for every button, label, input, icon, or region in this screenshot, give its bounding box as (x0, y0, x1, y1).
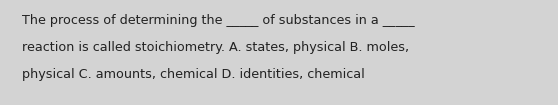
Text: physical C. amounts, chemical D. identities, chemical: physical C. amounts, chemical D. identit… (22, 68, 365, 81)
Text: reaction is called stoichiometry. A. states, physical B. moles,: reaction is called stoichiometry. A. sta… (22, 41, 409, 54)
Text: The process of determining the _____ of substances in a _____: The process of determining the _____ of … (22, 14, 415, 27)
